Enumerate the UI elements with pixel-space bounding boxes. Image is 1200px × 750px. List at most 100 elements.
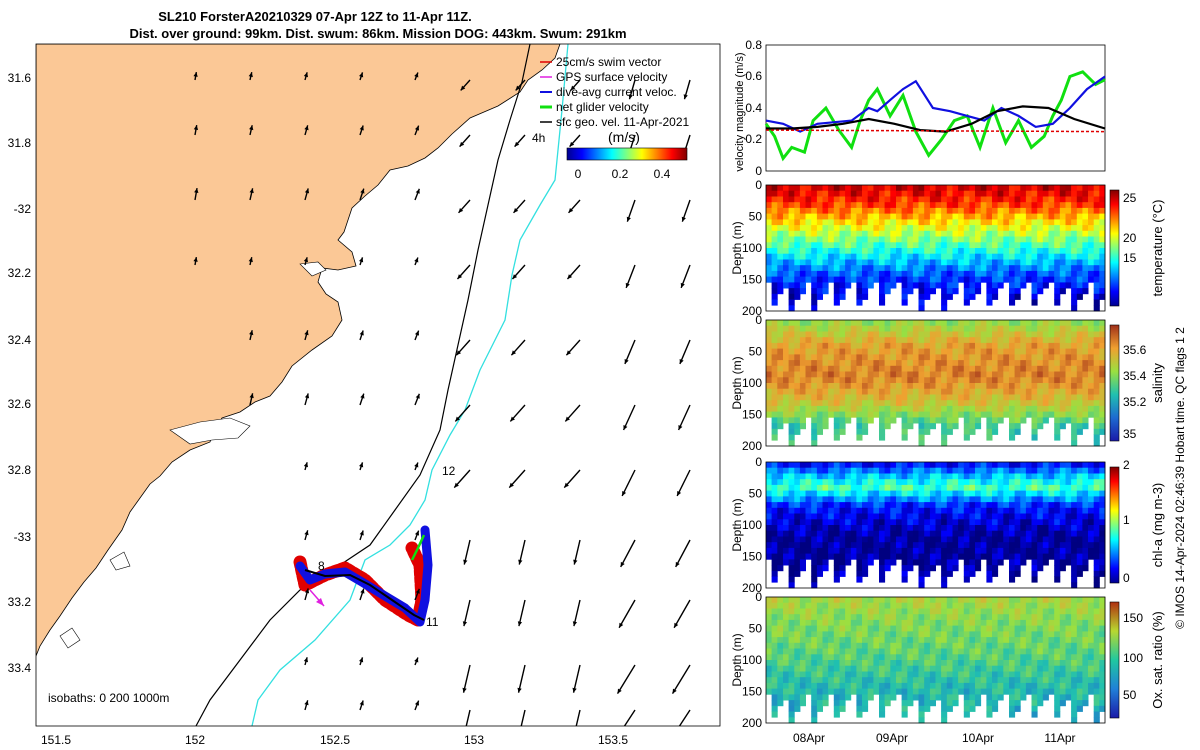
heatmap-cell (986, 507, 993, 514)
heatmap-cell (799, 248, 806, 255)
heatmap-cell (1048, 536, 1055, 543)
heatmap-cell (986, 331, 993, 338)
heatmap-cell (1014, 479, 1021, 486)
depth-axis-label: Depth (m) (730, 633, 744, 686)
heatmap-cell (1082, 417, 1089, 424)
heatmap-cell (992, 288, 999, 295)
heatmap-cell (839, 417, 846, 424)
heatmap-cell (1059, 625, 1066, 632)
heatmap-cell (1054, 688, 1061, 695)
heatmap-cell (777, 423, 784, 430)
colorbar-tick: 0 (1123, 571, 1130, 585)
heatmap-cell (1088, 467, 1095, 474)
heatmap-cell (1099, 462, 1106, 469)
heatmap-cell (1093, 513, 1100, 520)
heatmap-cell (777, 619, 784, 626)
heatmap-cell (1099, 530, 1106, 537)
heatmap-cell (1099, 196, 1106, 203)
map-x-tick: 152.5 (320, 733, 350, 747)
heatmap-cell (1093, 320, 1100, 327)
heatmap-cell (771, 576, 778, 583)
heatmap-cell (980, 388, 987, 395)
heatmap-cell (1048, 196, 1055, 203)
heatmap-cell (805, 388, 812, 395)
heatmap-cell (862, 479, 869, 486)
heatmap-cell (1020, 236, 1027, 243)
heatmap-cell (992, 705, 999, 712)
velocity-y-tick: 0.4 (745, 101, 762, 115)
heatmap-cell (873, 525, 880, 532)
heatmap-cell (946, 507, 953, 514)
heatmap-cell (1020, 337, 1027, 344)
heatmap-cell (850, 625, 857, 632)
heatmap-cell (1042, 462, 1049, 469)
heatmap-cell (816, 553, 823, 560)
heatmap-cell (1037, 230, 1044, 237)
heatmap-cell (935, 479, 942, 486)
heatmap-cell (867, 242, 874, 249)
heatmap-cell (1071, 473, 1078, 480)
heatmap-cell (975, 490, 982, 497)
heatmap-cell (766, 242, 773, 249)
heatmap-cell (980, 542, 987, 549)
heatmap-cell (992, 665, 999, 672)
vector-arrow (193, 71, 198, 81)
heatmap-cell (1048, 388, 1055, 395)
heatmap-cell (1025, 619, 1032, 626)
heatmap-cell (1065, 462, 1072, 469)
heatmap-cell (1025, 242, 1032, 249)
heatmap-cell (935, 276, 942, 283)
heatmap-cell (958, 519, 965, 526)
heatmap-cell (975, 479, 982, 486)
heatmap-cell (766, 484, 773, 491)
heatmap-cell (890, 400, 897, 407)
heatmap-cell (924, 490, 931, 497)
heatmap-cell (873, 253, 880, 260)
heatmap-cell (1099, 219, 1106, 226)
heatmap-cell (850, 507, 857, 514)
heatmap-cell (958, 542, 965, 549)
heatmap-cell (1025, 213, 1032, 220)
heatmap-cell (1071, 405, 1078, 412)
heatmap-cell (1059, 365, 1066, 372)
heatmap-cell (862, 484, 869, 491)
heatmap-cell (799, 507, 806, 514)
heatmap-cell (912, 388, 919, 395)
heatmap-cell (850, 388, 857, 395)
heatmap-cell (816, 242, 823, 249)
heatmap-cell (777, 496, 784, 503)
heatmap-cell (811, 190, 818, 197)
heatmap-cell (879, 671, 886, 678)
heatmap-cell (839, 377, 846, 384)
heatmap-cell (935, 542, 942, 549)
heatmap-cell (941, 665, 948, 672)
heatmap-cell (799, 619, 806, 626)
heatmap-cell (766, 648, 773, 655)
heatmap-cell (1082, 196, 1089, 203)
heatmap-cell (856, 434, 863, 441)
heatmap-cell (856, 570, 863, 577)
heatmap-cell (1065, 259, 1072, 266)
heatmap-cell (1076, 282, 1083, 289)
heatmap-cell (879, 428, 886, 435)
heatmap-cell (1003, 597, 1010, 604)
heatmap-cell (1093, 473, 1100, 480)
heatmap-cell (1071, 282, 1078, 289)
heatmap-cell (924, 462, 931, 469)
heatmap-cell (1065, 530, 1072, 537)
heatmap-cell (845, 496, 852, 503)
heatmap-cell (777, 502, 784, 509)
heatmap-cell (1059, 597, 1066, 604)
heatmap-cell (918, 225, 925, 232)
heatmap-cell (901, 388, 908, 395)
heatmap-cell (912, 377, 919, 384)
heatmap-cell (1093, 711, 1100, 718)
heatmap-cell (867, 682, 874, 689)
heatmap-cell (1048, 331, 1055, 338)
heatmap-cell (952, 242, 959, 249)
heatmap-cell (856, 253, 863, 260)
heatmap-cell (1099, 490, 1106, 497)
heatmap-cell (958, 202, 965, 209)
heatmap-cell (879, 377, 886, 384)
heatmap-cell (1093, 305, 1100, 312)
